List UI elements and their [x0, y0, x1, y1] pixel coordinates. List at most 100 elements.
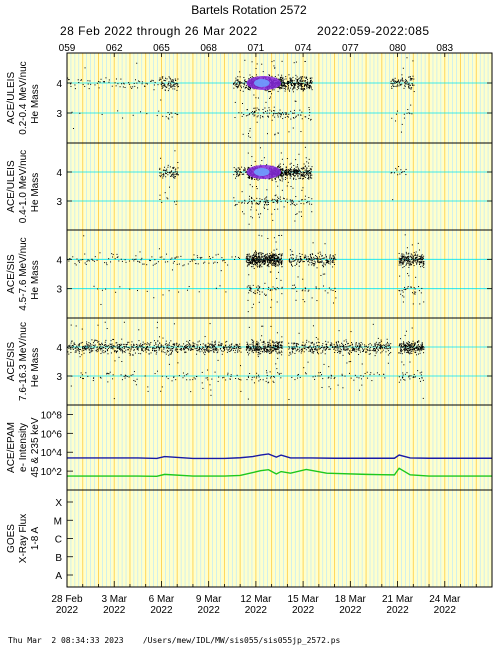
data-point: [168, 88, 170, 90]
data-point: [246, 345, 248, 347]
data-point: [233, 82, 235, 84]
data-point: [174, 83, 176, 85]
data-point: [290, 110, 292, 112]
data-point: [208, 350, 210, 352]
data-point: [258, 178, 260, 180]
data-point: [258, 351, 260, 353]
data-point: [274, 260, 276, 262]
data-point: [268, 107, 270, 109]
data-point: [100, 303, 102, 305]
data-point: [310, 257, 312, 259]
data-point: [86, 343, 88, 345]
data-point: [230, 346, 232, 348]
data-point: [243, 213, 245, 215]
data-point: [118, 356, 120, 358]
data-point: [297, 164, 299, 166]
data-point: [186, 340, 188, 342]
data-point: [280, 84, 282, 86]
data-point: [252, 262, 254, 264]
data-point: [248, 347, 250, 349]
data-point: [166, 347, 168, 349]
data-point: [189, 261, 191, 263]
data-point: [281, 76, 283, 78]
data-point: [412, 75, 414, 77]
data-point: [403, 266, 405, 268]
data-point: [401, 260, 403, 262]
data-point: [90, 351, 92, 353]
data-point: [291, 250, 293, 252]
data-point: [263, 351, 265, 353]
data-point: [266, 346, 268, 348]
data-point: [262, 346, 264, 348]
data-point: [254, 260, 256, 262]
data-point: [238, 350, 240, 352]
data-point: [288, 170, 290, 172]
data-point: [261, 261, 263, 263]
data-point: [194, 378, 196, 380]
data-point: [255, 264, 257, 266]
data-point: [281, 86, 283, 88]
data-point: [291, 82, 293, 84]
data-point: [304, 85, 306, 87]
data-point: [272, 380, 274, 382]
data-point: [99, 81, 101, 83]
data-point: [169, 85, 171, 87]
data-point: [274, 260, 276, 262]
data-point: [262, 256, 264, 258]
data-point: [254, 114, 256, 116]
data-point: [308, 258, 310, 260]
data-point: [200, 344, 202, 346]
data-point: [250, 288, 252, 290]
data-point: [311, 257, 313, 259]
data-point: [273, 261, 275, 263]
data-point: [294, 86, 296, 88]
data-point: [256, 346, 258, 348]
data-point: [221, 343, 223, 345]
data-point: [80, 348, 82, 350]
data-point: [287, 201, 289, 203]
data-point: [139, 251, 141, 253]
data-point: [168, 81, 170, 83]
data-point: [164, 89, 166, 91]
data-point: [259, 286, 261, 288]
data-point: [145, 349, 147, 351]
data-point: [228, 346, 230, 348]
data-point: [146, 83, 148, 85]
data-point: [298, 170, 300, 172]
data-point: [165, 80, 167, 82]
data-point: [149, 346, 151, 348]
data-point: [112, 256, 114, 258]
data-point: [306, 84, 308, 86]
data-point: [268, 255, 270, 257]
data-point: [195, 348, 197, 350]
data-point: [216, 348, 218, 350]
data-point: [89, 80, 91, 82]
data-point: [272, 261, 274, 263]
data-point: [246, 346, 248, 348]
data-point: [103, 347, 105, 349]
data-point: [88, 349, 90, 351]
data-point: [297, 80, 299, 82]
data-point: [157, 344, 159, 346]
data-point: [259, 348, 261, 350]
data-point: [292, 169, 294, 171]
data-point: [175, 79, 177, 81]
data-point: [408, 264, 410, 266]
data-point: [250, 76, 252, 78]
data-point: [275, 241, 277, 243]
data-point: [408, 262, 410, 264]
data-point: [236, 343, 238, 345]
data-point: [212, 345, 214, 347]
data-point: [157, 261, 159, 263]
data-point: [308, 107, 310, 109]
data-point: [290, 85, 292, 87]
data-point: [289, 174, 291, 176]
data-point: [224, 349, 226, 351]
data-point: [280, 77, 282, 79]
data-point: [266, 204, 268, 206]
data-point: [286, 185, 288, 187]
data-point: [319, 258, 321, 260]
data-point: [306, 259, 308, 261]
data-point: [290, 204, 292, 206]
data-point: [297, 171, 299, 173]
